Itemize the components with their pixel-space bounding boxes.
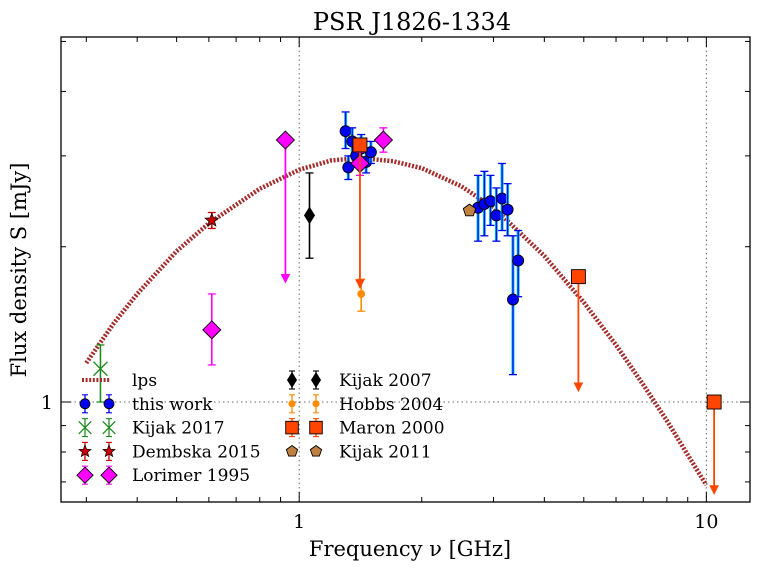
marker-pentagon xyxy=(309,444,323,457)
this_work-point xyxy=(478,170,491,237)
series-kijak2007 xyxy=(303,172,316,259)
marker-pentagon xyxy=(462,203,477,217)
legend-label: lps xyxy=(132,371,157,391)
legend-item-kijak2011: Kijak 2011 xyxy=(285,442,432,462)
lorimer-point xyxy=(275,130,296,284)
marker-pentagon xyxy=(285,444,299,457)
marker-x xyxy=(92,361,108,377)
lorimer-point xyxy=(202,293,222,366)
marker-diamond xyxy=(76,466,94,484)
upper-limit-arrowhead xyxy=(709,485,719,495)
legend-label: Kijak 2011 xyxy=(339,442,432,462)
this_work-point xyxy=(496,162,509,232)
x-tick-label: 10 xyxy=(694,511,718,533)
marker-circle xyxy=(496,192,509,205)
marker-small-circle xyxy=(288,400,296,408)
this_work-point xyxy=(501,183,514,237)
marker-circle xyxy=(79,398,91,410)
legend-label: Kijak 2007 xyxy=(339,371,432,391)
legend-label: Kijak 2017 xyxy=(132,419,225,439)
legend-label: Dembska 2015 xyxy=(132,442,261,462)
upper-limit-arrowhead xyxy=(573,382,584,393)
legend-label: this work xyxy=(132,395,213,415)
legend-item-this_work: this work xyxy=(79,394,213,415)
upper-limit-arrowhead xyxy=(280,274,291,284)
marker-square xyxy=(352,137,368,153)
marker-thin-diamond xyxy=(286,371,298,389)
kijak2011-point xyxy=(462,203,477,217)
legend: lps this work Kijak 2017 Dembska 2015 Lorime… xyxy=(76,370,445,486)
marker-diamond xyxy=(275,130,296,150)
marker-square xyxy=(706,394,722,410)
reference-lines xyxy=(61,37,750,502)
marker-circle xyxy=(512,254,525,267)
marker-circle xyxy=(484,195,497,208)
marker-diamond xyxy=(373,130,394,150)
marker-square xyxy=(570,269,586,285)
x-tick-label: 1 xyxy=(293,511,305,533)
lps-model-curve xyxy=(84,155,709,487)
lps-curve-group xyxy=(84,155,709,487)
marker-x xyxy=(102,420,116,435)
legend-item-kijak2007: Kijak 2007 xyxy=(286,370,432,391)
maron-point xyxy=(706,394,722,495)
this_work-point xyxy=(512,229,525,298)
legend-label: Lorimer 1995 xyxy=(132,466,250,486)
legend-item-lorimer: Lorimer 1995 xyxy=(76,465,250,486)
lorimer-point xyxy=(373,127,394,153)
chart-title: PSR J1826-1334 xyxy=(313,8,511,36)
kijak2017-point xyxy=(92,344,108,403)
series-kijak2011 xyxy=(462,203,477,217)
upper-limit-arrowhead xyxy=(355,279,365,289)
marker-diamond xyxy=(100,466,118,484)
marker-diamond xyxy=(202,320,222,340)
data-points xyxy=(92,111,722,495)
dembska-point xyxy=(204,211,220,230)
legend-item-maron: Maron 2000 xyxy=(285,418,445,439)
series-maron xyxy=(352,137,722,495)
x-axis-label: Frequency ν [GHz] xyxy=(309,537,511,561)
marker-star xyxy=(204,212,220,227)
marker-square xyxy=(309,420,323,435)
legend-item-hobbs: Hobbs 2004 xyxy=(288,394,443,415)
marker-star xyxy=(102,444,116,458)
legend-item-kijak2017: Kijak 2017 xyxy=(78,418,225,439)
marker-thin-diamond xyxy=(310,371,322,389)
this_work-point xyxy=(484,174,497,227)
marker-thin-diamond xyxy=(303,206,316,225)
marker-small-circle xyxy=(357,290,366,298)
maron-point xyxy=(570,269,586,393)
plot-frame xyxy=(60,36,751,503)
marker-circle xyxy=(103,398,115,410)
series-kijak2017 xyxy=(92,344,108,403)
axes: 1 10 1 xyxy=(41,36,751,533)
marker-x xyxy=(78,420,92,435)
marker-circle xyxy=(490,209,503,222)
marker-circle xyxy=(501,203,514,216)
marker-small-circle xyxy=(312,400,320,408)
legend-item-dembska: Dembska 2015 xyxy=(78,441,261,462)
kijak2007-point xyxy=(303,172,316,259)
marker-square xyxy=(285,420,299,435)
maron-point xyxy=(352,137,368,289)
y-axis-label: Flux density S [mJy] xyxy=(7,163,31,378)
legend-item-lps: lps xyxy=(82,371,157,391)
legend-label: Hobbs 2004 xyxy=(339,395,443,415)
series-dembska xyxy=(204,211,220,230)
y-tick-label: 1 xyxy=(41,392,53,414)
marker-star xyxy=(78,444,92,458)
this_work-point xyxy=(490,187,503,242)
legend-label: Maron 2000 xyxy=(339,419,445,439)
